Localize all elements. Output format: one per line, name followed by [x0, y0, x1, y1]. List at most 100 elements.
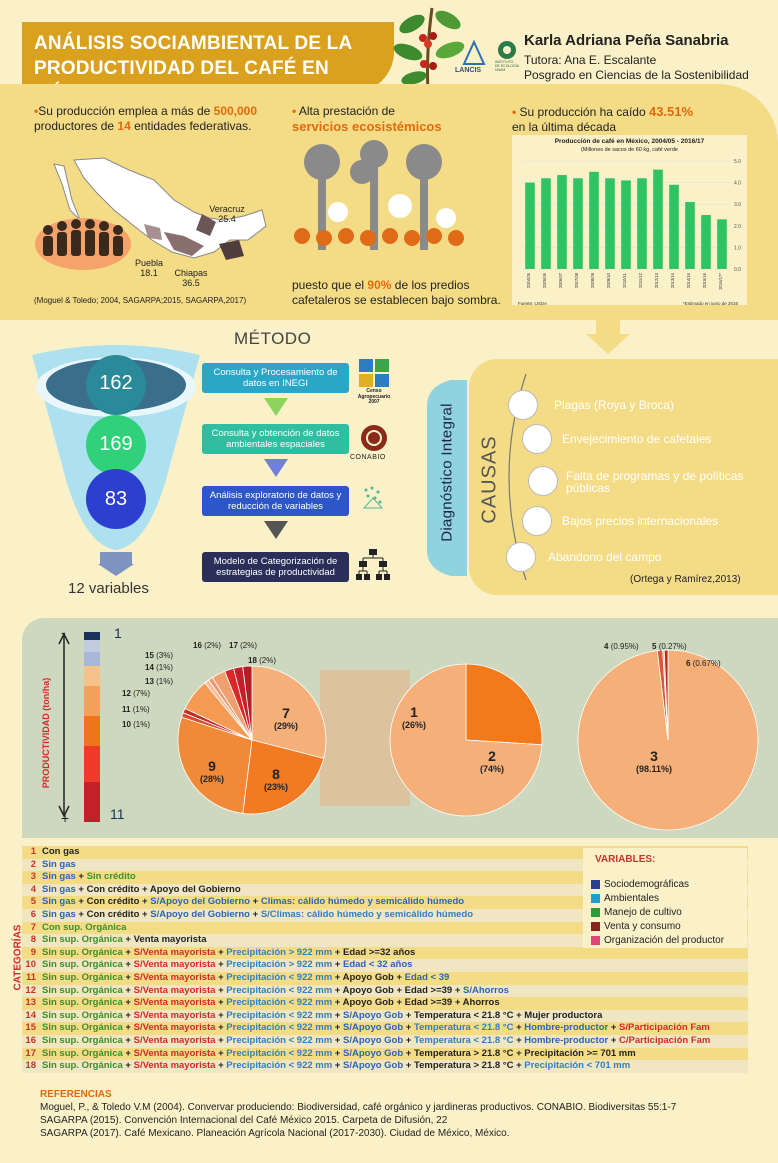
- category-term: S/Apoyo Gob: [343, 1009, 404, 1021]
- category-number: 13: [25, 997, 36, 1009]
- category-term: +: [250, 909, 261, 920]
- pie3-6-pct: (0.67%): [692, 659, 721, 668]
- stat-decline: • Su producción ha caído 43.51% en la úl…: [512, 104, 694, 134]
- stat-shade: puesto que el 90% de los predios cafetal…: [292, 278, 502, 308]
- pie1-label-15: 15 (3%): [145, 651, 173, 660]
- category-row: 3 Sin gas + Sin crédito: [22, 871, 748, 884]
- chart-ytick: 3.0: [734, 202, 741, 208]
- chart-bar: [669, 184, 679, 269]
- stat2-text-c: puesto que el: [292, 278, 368, 292]
- category-term: Precipitación < 922 mm: [226, 1022, 333, 1034]
- stat2-text-a: Alta prestación de: [298, 104, 395, 118]
- pie1-18-pct: (2%): [259, 656, 277, 665]
- category-term: Precipitación < 922 mm: [226, 997, 333, 1009]
- pie-chart-1: [177, 665, 327, 815]
- pie1-9-pct: (28%): [199, 774, 224, 784]
- inegi-line-1: Censo: [366, 388, 382, 394]
- category-term: S/Venta mayorista: [133, 1060, 216, 1072]
- chart-title: Producción de café en México, 2004/05 - …: [554, 138, 705, 145]
- pie-slice: [177, 716, 253, 814]
- category-term: Edad < 39: [404, 972, 450, 983]
- category-term: + Apoyo Gob + Edad >=39 +: [332, 984, 464, 996]
- category-number: 11: [25, 972, 36, 983]
- cause-item-4: Bajos precios internacionales: [528, 510, 749, 532]
- pie1-15-pct: (3%): [156, 651, 174, 660]
- references-title: REFERENCIAS: [40, 1089, 112, 1100]
- pie-chart-3: [577, 649, 759, 831]
- category-number: 17: [25, 1047, 36, 1059]
- lancis-logo-icon: [462, 40, 486, 65]
- category-row: 8 Sin sup. Orgánica + Venta mayorista: [22, 934, 748, 947]
- category-term: Sin sup. Orgánica: [42, 997, 123, 1009]
- chart-bar: [653, 169, 663, 269]
- legend-items: Sociodemográficas Ambientales Manejo de …: [591, 878, 724, 948]
- stat1-number: 500,000: [213, 104, 258, 118]
- category-row: 15 Sin sup. Orgánica + S/Venta mayorista …: [22, 1022, 748, 1035]
- legend-label-2: Ambientales: [604, 893, 660, 904]
- category-number: 2: [30, 858, 36, 870]
- category-term: +: [608, 1022, 620, 1034]
- author-name: Karla Adriana Peña Sanabria: [524, 32, 729, 49]
- pie3-3-num: 3: [650, 748, 658, 764]
- category-term: +: [215, 1022, 227, 1034]
- scale-minus: -: [61, 624, 66, 640]
- productivity-scale: [58, 632, 100, 822]
- stat3-text-a: Su producción ha caído: [519, 105, 649, 119]
- pie1-13-num: 13: [145, 677, 154, 686]
- category-term: +: [122, 984, 134, 996]
- pie1-17-num: 17: [229, 641, 238, 650]
- category-row: 5 Sin gas + Con crédito + S/Apoyo del Gob…: [22, 896, 748, 909]
- category-number: 18: [25, 1060, 36, 1072]
- pie3-label-4: 4 (0.95%): [604, 642, 639, 651]
- reference-2: SAGARPA (2015). Convención Internacional…: [40, 1115, 448, 1126]
- chart-bar: [525, 182, 535, 269]
- tutor-name: Tutora: Ana E. Escalante: [524, 53, 657, 67]
- category-term: +: [122, 946, 134, 958]
- funnel-value-2: 169: [99, 433, 133, 455]
- category-row: 18 Sin sup. Orgánica + S/Venta mayorista …: [22, 1060, 748, 1073]
- lancis-logo-text: LANCIS: [455, 67, 482, 74]
- category-term: +: [608, 1035, 620, 1046]
- category-term: S/Venta mayorista: [133, 1035, 216, 1046]
- map-label-veracruz: Veracruz 25.4: [207, 204, 247, 224]
- category-term: S/Venta mayorista: [133, 1009, 216, 1021]
- reference-1: Moguel, P., & Toledo V.M (2004). Converv…: [40, 1102, 677, 1113]
- pie1-17-pct: (2%): [240, 641, 258, 650]
- category-term: + Con crédito +: [75, 896, 151, 908]
- cause-item-2: Envejecimiento de cafetales: [528, 428, 749, 450]
- title-banner: [22, 22, 394, 92]
- chart-xtick: 2010/11: [622, 272, 627, 287]
- category-term: + Apoyo Gob + Edad >=39 + Ahorros: [332, 997, 500, 1009]
- ecologia-line-2: DE ECOLOGÍA: [495, 64, 520, 68]
- stat1-text-c: entidades federativas.: [130, 119, 252, 133]
- category-term: Hombre-productor: [524, 1035, 609, 1046]
- category-number: 6: [30, 909, 36, 920]
- method-title: MÉTODO: [234, 329, 312, 348]
- chart-bar: [701, 215, 711, 269]
- category-term: +: [332, 1009, 343, 1021]
- method-funnel: [32, 345, 200, 550]
- funnel-result: 12 variables: [68, 580, 149, 597]
- pie1-label-18: 18 (2%): [248, 656, 276, 665]
- chart-source: Fuente: USDA: [518, 301, 547, 305]
- pie2-1-pct: (26%): [401, 720, 426, 730]
- category-term: +: [513, 1035, 525, 1046]
- pie1-label-17: 17 (2%): [229, 641, 257, 650]
- category-term: Sin sup. Orgánica: [42, 984, 123, 996]
- pie1-label-9: 9 (28%): [194, 758, 230, 784]
- category-row: 17 Sin sup. Orgánica + S/Venta mayorista …: [22, 1047, 748, 1061]
- category-term: +: [122, 1047, 134, 1059]
- category-term: +: [215, 1035, 227, 1046]
- references: REFERENCIAS Moguel, P., & Toledo V.M (20…: [40, 1088, 676, 1140]
- pie-charts: [177, 649, 759, 831]
- pie1-10-pct: (1%): [133, 720, 151, 729]
- category-term: Con gas: [42, 846, 80, 857]
- category-term: + Edad >=32 años: [332, 946, 416, 958]
- legend-label-5: Organización del productor: [604, 935, 725, 946]
- category-term: +: [75, 871, 87, 883]
- funnel-value-1: 162: [99, 372, 133, 394]
- chart-xtick: 2015/16: [702, 272, 707, 288]
- category-term: + Apoyo Gob +: [332, 972, 405, 983]
- step-arrow-1: [264, 398, 288, 416]
- category-term: +: [403, 1035, 414, 1046]
